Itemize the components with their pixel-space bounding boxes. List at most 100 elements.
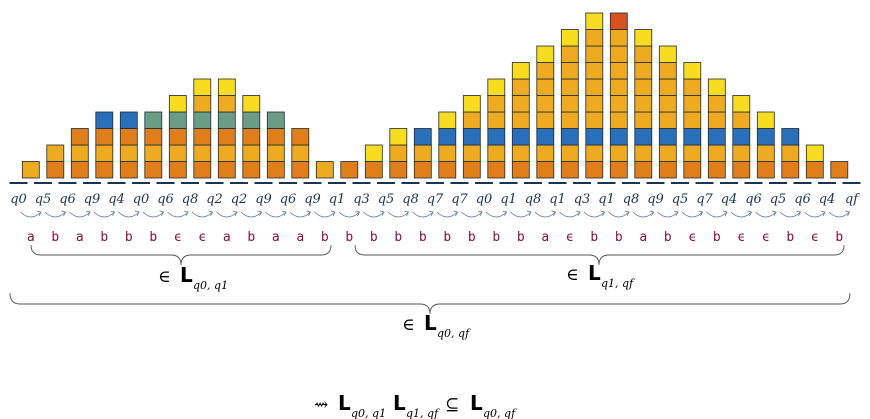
state-label: q6	[794, 192, 811, 207]
stack-cell	[609, 95, 628, 113]
stack-cell	[95, 111, 114, 129]
input-letter: a	[272, 230, 280, 245]
state-label: q9	[647, 192, 664, 207]
stack-cell	[609, 111, 628, 129]
stack-cell	[609, 128, 628, 146]
input-letter: ϵ	[688, 230, 696, 245]
stack-column	[560, 29, 579, 179]
input-letter: b	[394, 230, 402, 245]
stack-cell	[683, 128, 702, 146]
stack-cell	[560, 111, 579, 129]
full-brace	[9, 292, 851, 315]
stack-cell	[658, 144, 677, 162]
input-letter: b	[590, 230, 598, 245]
stack-cell	[585, 62, 604, 80]
input-letter: ϵ	[198, 230, 206, 245]
state-label: q7	[427, 192, 444, 207]
stack-cell	[658, 161, 677, 179]
transition-arrow	[559, 210, 581, 218]
stack-column	[634, 29, 653, 179]
transition-arrow	[412, 210, 434, 218]
stack-cell	[144, 128, 163, 146]
stack-cell	[585, 128, 604, 146]
state-label: q6	[280, 192, 297, 207]
stack-cell	[70, 144, 89, 162]
stack-cell	[217, 78, 236, 96]
input-letter: ϵ	[566, 230, 574, 245]
stack-cell	[634, 111, 653, 129]
stack-cell	[634, 29, 653, 47]
transition-arrow	[657, 210, 679, 218]
right-brace	[354, 244, 845, 266]
state-label: q2	[206, 192, 223, 207]
stack-column	[95, 111, 114, 179]
stack-cell	[266, 161, 285, 179]
stack-cell	[707, 95, 726, 113]
input-letter: b	[835, 230, 843, 245]
stack-cell	[119, 161, 138, 179]
stack-cell	[266, 144, 285, 162]
stack-cell	[634, 128, 653, 146]
input-letter: b	[321, 230, 329, 245]
stack-cell	[413, 144, 432, 162]
state-label: q8	[402, 192, 419, 207]
input-letter: b	[100, 230, 108, 245]
input-letter: ϵ	[811, 230, 819, 245]
stack-cell	[683, 161, 702, 179]
state-label: q1	[329, 192, 346, 207]
stack-cell	[560, 161, 579, 179]
stack-cell	[707, 128, 726, 146]
state-label: q9	[304, 192, 321, 207]
stack-cell	[364, 144, 383, 162]
state-label: q4	[819, 192, 836, 207]
input-letter: b	[419, 230, 427, 245]
state-label: q1	[549, 192, 566, 207]
state-label: q8	[525, 192, 542, 207]
lang-left-label: ∈ L q0, q1	[158, 263, 228, 292]
stack-cell	[462, 144, 481, 162]
stack-cell	[560, 29, 579, 47]
transition-arrow	[387, 210, 410, 218]
conclusion-formula: ⇝ L q0, q1 L q1, qf ⊆ L q0, qf	[314, 391, 517, 419]
input-letter: b	[615, 230, 623, 245]
stack-cell	[193, 78, 212, 96]
stack-cell	[487, 144, 506, 162]
element-of-symbol: ∈	[158, 267, 171, 287]
stack-cell	[266, 111, 285, 129]
stack-cell	[536, 128, 555, 146]
stack-cell	[95, 144, 114, 162]
stack-column	[536, 45, 555, 179]
stack-cell	[291, 161, 310, 179]
stack-column	[438, 111, 457, 179]
stack-cell	[389, 161, 408, 179]
stack-cell	[560, 128, 579, 146]
input-letter: ϵ	[174, 230, 182, 245]
stack-column	[364, 144, 383, 179]
language-subscript: q0, q1	[193, 279, 228, 292]
state-label: qf	[845, 192, 860, 207]
language-symbol: L	[338, 391, 351, 415]
stack-cell	[168, 111, 187, 129]
stack-cell	[291, 128, 310, 146]
stack-cell	[511, 95, 530, 113]
stack-cell	[487, 78, 506, 96]
stack-cell	[536, 161, 555, 179]
transition-arcs	[20, 210, 851, 218]
stack-cell	[21, 161, 40, 179]
transition-arrow	[240, 210, 263, 218]
stack-cell	[487, 161, 506, 179]
stack-column	[46, 144, 65, 179]
input-letter: b	[786, 230, 794, 245]
stack-cell	[242, 144, 261, 162]
stack-column	[781, 128, 800, 179]
transition-arrow	[608, 210, 630, 218]
stack-cell	[340, 161, 359, 179]
stack-cell	[487, 95, 506, 113]
transition-arrow	[118, 210, 140, 218]
stack-cell	[585, 78, 604, 96]
stack-cell	[413, 128, 432, 146]
input-letter: a	[27, 230, 35, 245]
stack-cell	[707, 161, 726, 179]
state-sequence: q0 q5 q6 q9 q4 q0 q6 q8 q2 q2 q9 q6 q9 q1 q3 q5 q8 q7 q7 q0…	[10, 192, 860, 207]
stack-cell	[756, 144, 775, 162]
